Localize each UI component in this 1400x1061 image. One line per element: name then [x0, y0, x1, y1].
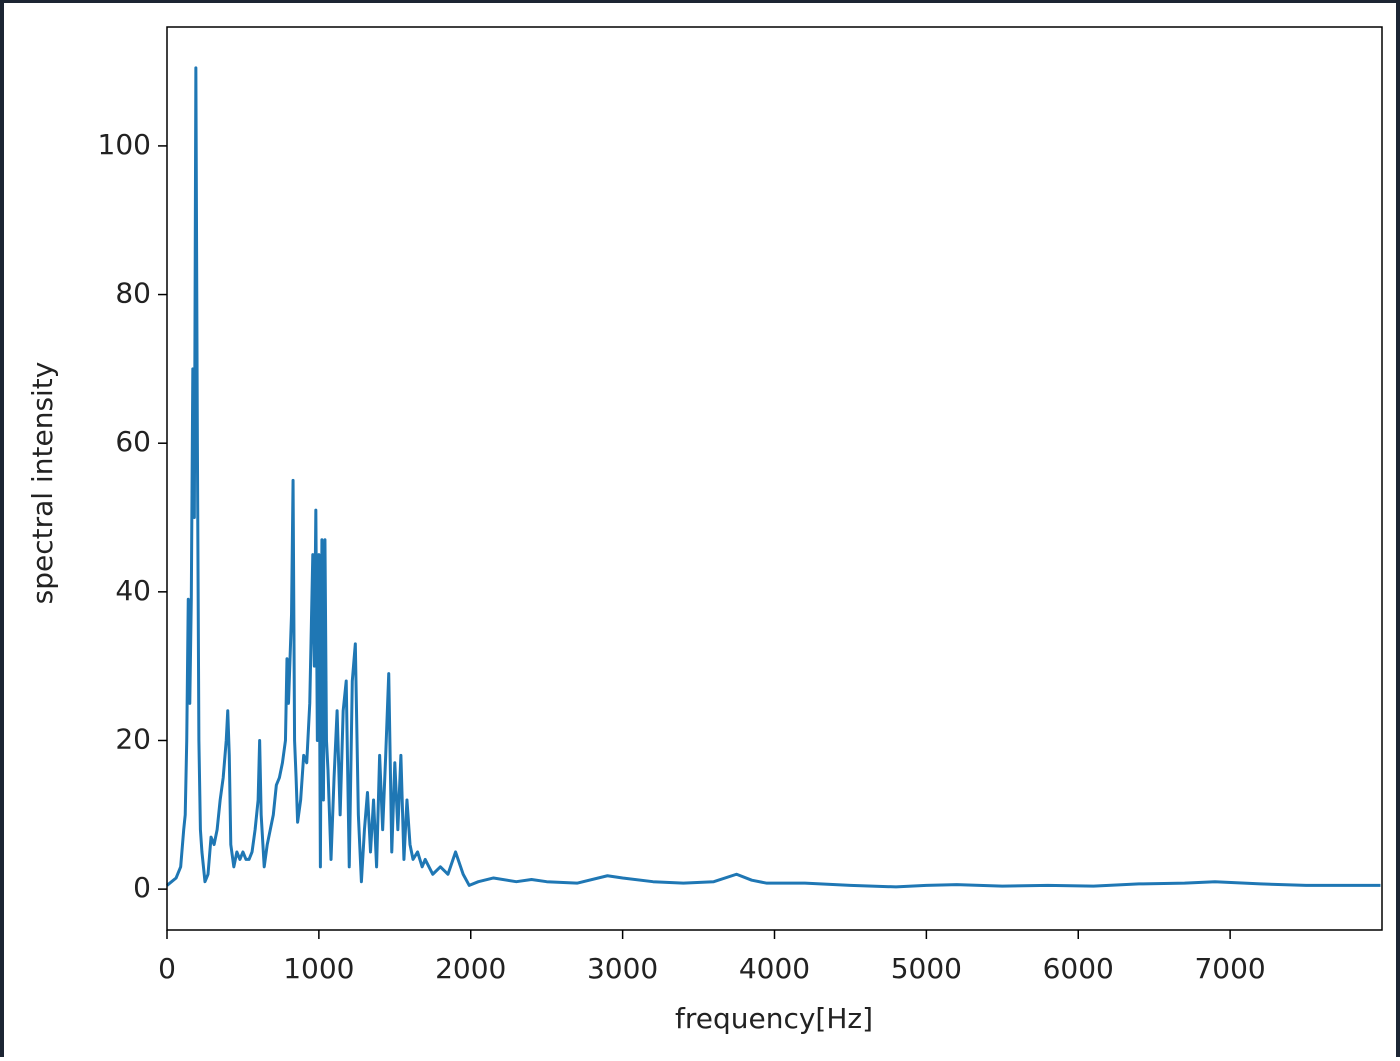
- y-tick-label: 100: [98, 128, 151, 161]
- x-tick-label: 7000: [1194, 952, 1265, 985]
- y-axis-label: spectral intensity: [26, 362, 59, 605]
- x-tick-label: 1000: [283, 952, 354, 985]
- spectrum-line: [166, 66, 1381, 889]
- x-tick-label: 2000: [435, 952, 506, 985]
- y-tick-label: 40: [115, 574, 151, 607]
- x-tick-label: 0: [158, 952, 176, 985]
- x-axis-label: frequency[Hz]: [675, 1002, 873, 1035]
- plot-frame: [166, 26, 1383, 931]
- x-tick-label: 4000: [739, 952, 810, 985]
- x-tick-label: 6000: [1043, 952, 1114, 985]
- y-tick-label: 0: [133, 871, 151, 904]
- y-tick-label: 60: [115, 425, 151, 458]
- y-tick-label: 80: [115, 277, 151, 310]
- x-tick-label: 5000: [891, 952, 962, 985]
- x-tick-label: 3000: [587, 952, 658, 985]
- y-tick-label: 20: [115, 722, 151, 755]
- figure-background: [4, 3, 1396, 1057]
